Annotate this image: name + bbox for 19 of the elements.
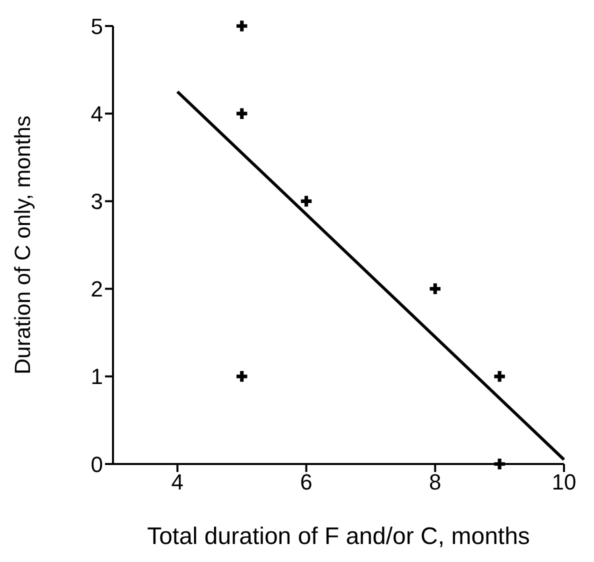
y-axis-title: Duration of C only, months bbox=[10, 116, 35, 374]
y-tick-label: 0 bbox=[90, 452, 103, 477]
point bbox=[236, 20, 248, 32]
point bbox=[300, 196, 312, 207]
point bbox=[236, 371, 248, 382]
point bbox=[430, 283, 441, 294]
y-tick-label: 5 bbox=[90, 14, 103, 39]
x-axis-title: Total duration of F and/or C, months bbox=[147, 523, 530, 550]
x-tick-label: 8 bbox=[429, 470, 442, 495]
point bbox=[494, 458, 505, 470]
x-tick-label: 4 bbox=[171, 470, 184, 495]
y-tick-label: 4 bbox=[90, 101, 103, 126]
point bbox=[236, 108, 248, 119]
y-tick-label: 3 bbox=[90, 189, 103, 214]
x-tick-label: 6 bbox=[300, 470, 312, 495]
y-tick-label: 2 bbox=[90, 276, 103, 302]
y-tick-label: 1 bbox=[90, 364, 103, 390]
x-tick-label: 10 bbox=[552, 470, 576, 495]
point bbox=[494, 371, 505, 382]
